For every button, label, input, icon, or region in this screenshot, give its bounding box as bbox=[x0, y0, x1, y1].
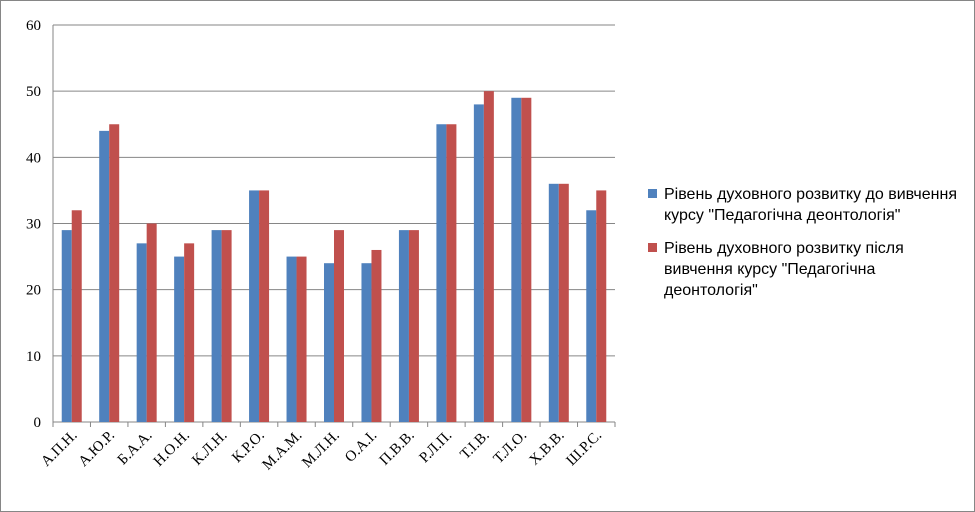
bar-before bbox=[548, 183, 559, 422]
x-category-label: М.А.М. bbox=[260, 428, 306, 474]
x-category-label: М.Л.Н. bbox=[299, 428, 343, 472]
bar-after bbox=[146, 223, 157, 422]
bar-before bbox=[586, 210, 597, 422]
bar-before bbox=[174, 256, 185, 422]
bar-before bbox=[99, 130, 110, 422]
legend: Рівень духовного розвитку до вивчення ку… bbox=[648, 184, 968, 313]
x-category-label: Т.Л.О. bbox=[491, 428, 531, 468]
legend-swatch-after bbox=[648, 243, 657, 252]
bar-before bbox=[286, 256, 297, 422]
bar-before bbox=[436, 124, 447, 422]
bar-after bbox=[483, 91, 494, 423]
bar-after bbox=[558, 183, 569, 422]
bar-after bbox=[184, 243, 195, 422]
bar-after bbox=[521, 97, 532, 423]
x-category-label: Х.В.В. bbox=[527, 428, 568, 469]
y-tick-label: 60 bbox=[26, 18, 41, 34]
y-tick-label: 20 bbox=[26, 283, 41, 299]
x-category-label: Б.А.А. bbox=[115, 428, 156, 469]
y-tick-label: 30 bbox=[26, 217, 41, 233]
bar-before bbox=[324, 263, 334, 422]
bar-after bbox=[71, 210, 82, 422]
x-category-label: Т.І.В. bbox=[457, 428, 492, 463]
bar-after bbox=[371, 249, 382, 422]
bar-after bbox=[408, 230, 419, 422]
x-category-label: К.Л.Н. bbox=[189, 428, 230, 469]
x-category-label: О.А.І. bbox=[342, 428, 380, 466]
legend-item-before: Рівень духовного розвитку до вивчення ку… bbox=[648, 184, 968, 226]
bar-after bbox=[446, 124, 457, 422]
x-category-label: Н.О.Н. bbox=[151, 428, 193, 470]
x-category-label: Ш.Р.С. bbox=[563, 428, 605, 470]
x-category-label: А.Ю.Р. bbox=[76, 428, 118, 470]
y-tick-label: 10 bbox=[26, 349, 41, 365]
y-tick-label: 40 bbox=[26, 150, 41, 166]
bar-before bbox=[511, 97, 522, 423]
bar-before bbox=[61, 230, 72, 422]
bar-after bbox=[109, 124, 120, 422]
bar-after bbox=[259, 190, 270, 422]
bar-after bbox=[221, 230, 232, 422]
bar-before bbox=[249, 190, 260, 422]
bar-before bbox=[361, 263, 372, 422]
legend-label-after: Рівень духовного розвитку після вивчення… bbox=[664, 240, 904, 299]
bar-before bbox=[473, 104, 484, 423]
x-category-label: П.В.В. bbox=[377, 428, 418, 469]
bar-after bbox=[334, 230, 344, 422]
y-tick-label: 50 bbox=[26, 84, 41, 100]
x-category-label: Р.Л.П. bbox=[417, 428, 456, 467]
bar-after bbox=[296, 256, 307, 422]
x-category-label: А.П.Н. bbox=[38, 428, 80, 470]
bar-before bbox=[398, 230, 409, 422]
bar-before bbox=[136, 243, 147, 422]
y-tick-label: 0 bbox=[34, 415, 42, 431]
legend-item-after: Рівень духовного розвитку після вивчення… bbox=[648, 238, 968, 301]
bar-before bbox=[211, 230, 222, 422]
legend-label-before: Рівень духовного розвитку до вивчення ку… bbox=[664, 186, 957, 224]
bar-after bbox=[596, 190, 607, 422]
legend-swatch-before bbox=[648, 189, 657, 198]
